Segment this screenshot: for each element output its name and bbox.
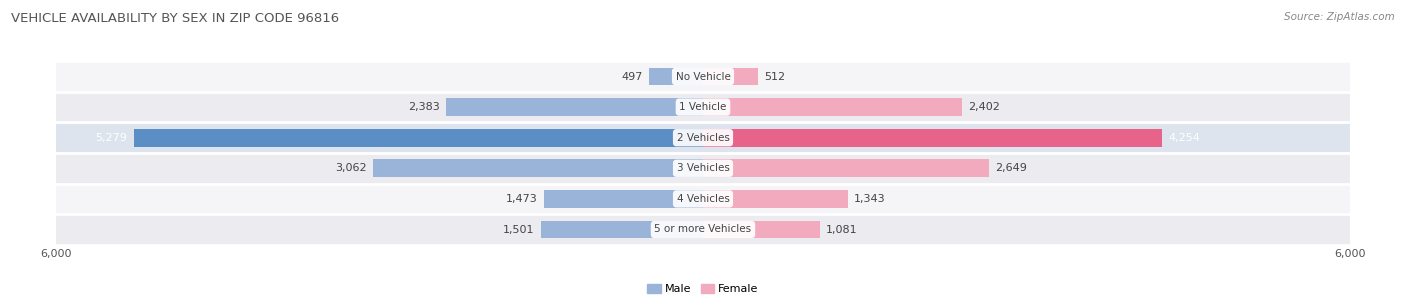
Text: 4,254: 4,254 [1168,133,1199,143]
Legend: Male, Female: Male, Female [647,284,759,294]
Bar [134,129,703,147]
Text: 5,279: 5,279 [96,133,128,143]
Bar [56,61,1350,92]
Bar [56,122,1350,153]
Text: 512: 512 [765,72,786,81]
Text: 4 Vehicles: 4 Vehicles [676,194,730,204]
Text: 1,473: 1,473 [506,194,537,204]
Bar [703,190,848,208]
Text: 1,081: 1,081 [825,225,858,234]
Bar [541,221,703,238]
Bar [56,184,1350,214]
Text: No Vehicle: No Vehicle [675,72,731,81]
Text: 2,402: 2,402 [969,102,1000,112]
Bar [56,214,1350,245]
Bar [703,159,988,177]
Bar [56,92,1350,122]
Bar [56,153,1350,184]
Text: 2 Vehicles: 2 Vehicles [676,133,730,143]
Text: VEHICLE AVAILABILITY BY SEX IN ZIP CODE 96816: VEHICLE AVAILABILITY BY SEX IN ZIP CODE … [11,12,339,25]
Text: 497: 497 [621,72,643,81]
Bar [373,159,703,177]
Text: 3,062: 3,062 [335,163,367,173]
Bar [703,221,820,238]
Bar [544,190,703,208]
Text: Source: ZipAtlas.com: Source: ZipAtlas.com [1284,12,1395,22]
Bar [703,98,962,116]
Text: 5 or more Vehicles: 5 or more Vehicles [654,225,752,234]
Text: 2,649: 2,649 [995,163,1026,173]
Bar [446,98,703,116]
Text: 1,501: 1,501 [503,225,534,234]
Bar [650,68,703,85]
Text: 2,383: 2,383 [408,102,440,112]
Text: 1,343: 1,343 [855,194,886,204]
Bar [703,68,758,85]
Text: 1 Vehicle: 1 Vehicle [679,102,727,112]
Text: 3 Vehicles: 3 Vehicles [676,163,730,173]
Bar [703,129,1161,147]
